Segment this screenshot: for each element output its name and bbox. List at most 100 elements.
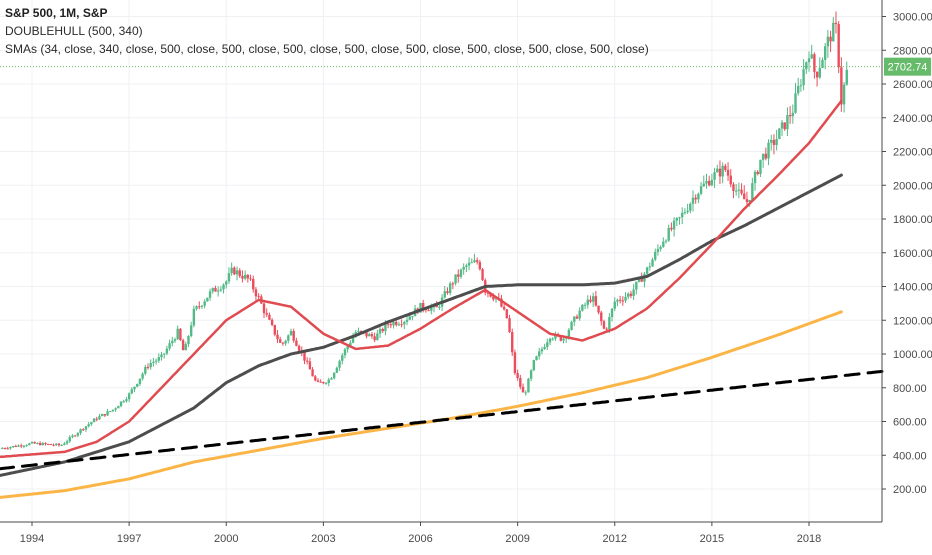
candle-down (834, 22, 838, 25)
candle-down (492, 296, 495, 300)
candle-up (168, 343, 171, 349)
candle-up (610, 308, 614, 318)
candle-down (265, 313, 268, 315)
doublehull-line[interactable] (0, 369, 889, 471)
candle-up (759, 159, 762, 175)
candle-up (791, 112, 795, 117)
candle-up (624, 296, 627, 301)
candle-up (222, 284, 225, 290)
candle-up (9, 447, 12, 449)
candle-up (438, 306, 441, 308)
candle-up (79, 429, 82, 433)
candle-up (448, 283, 452, 294)
candle-down (322, 382, 325, 384)
candle-up (721, 165, 724, 177)
candle-up (284, 340, 287, 344)
candle-down (214, 288, 217, 292)
candle-down (764, 153, 768, 159)
candle-up (200, 305, 204, 307)
candle-down (179, 328, 182, 341)
y-tick-label: 2000.00 (893, 180, 932, 192)
candle-up (797, 85, 800, 94)
candle-up (136, 383, 139, 387)
candle-down (594, 296, 598, 306)
candle-down (20, 445, 23, 447)
candle-up (494, 298, 498, 300)
y-tick-label: 2600.00 (893, 79, 932, 91)
candle-down (421, 302, 425, 310)
symbol-title[interactable]: S&P 500, 1M, S&P (5, 6, 108, 20)
candle-down (400, 324, 403, 326)
y-tick-label: 2200.00 (893, 147, 932, 159)
candle-up (71, 435, 74, 438)
candle-up (467, 262, 471, 266)
candle-down (605, 328, 608, 330)
x-tick-label: 2015 (700, 533, 724, 545)
candle-up (462, 266, 465, 270)
candle-up (130, 389, 134, 394)
candle-up (243, 274, 247, 279)
candle-up (654, 251, 657, 260)
candle-up (810, 54, 813, 59)
candle-up (192, 308, 196, 326)
candle-up (368, 334, 371, 337)
candle-up (842, 84, 846, 105)
candle-up (152, 361, 155, 364)
candle-up (384, 323, 387, 332)
candle-up (106, 411, 109, 416)
candle-down (837, 24, 840, 68)
candle-down (268, 314, 271, 320)
candle-up (532, 360, 536, 371)
candle-up (689, 203, 692, 211)
candle-down (788, 115, 792, 117)
candle-up (28, 443, 31, 446)
candle-down (756, 171, 759, 175)
candle-up (211, 288, 214, 292)
candle-up (543, 346, 546, 350)
candle-down (451, 283, 455, 285)
candle-up (554, 334, 557, 339)
candle-up (11, 445, 15, 448)
candle-up (697, 193, 700, 200)
candle-down (181, 340, 185, 351)
candle-up (87, 424, 90, 427)
candle-up (405, 319, 409, 323)
candle-down (311, 369, 314, 377)
candle-up (76, 432, 80, 436)
candle-up (187, 335, 190, 345)
candle-up (206, 297, 209, 302)
candle-down (241, 275, 244, 279)
candle-up (289, 330, 293, 336)
candle-down (14, 445, 18, 447)
candle-up (664, 240, 668, 242)
candle-down (44, 443, 47, 445)
sma-34-line[interactable] (0, 99, 843, 459)
candle-up (141, 373, 144, 379)
sma-340-line[interactable] (0, 173, 843, 477)
y-tick-label: 1200.00 (893, 315, 932, 327)
candle-up (443, 291, 446, 298)
candle-down (3, 448, 7, 450)
candle-up (529, 370, 533, 379)
candle-up (36, 443, 39, 445)
candle-up (586, 299, 589, 305)
candle-up (832, 22, 835, 42)
candle-up (376, 333, 379, 341)
indicator-smas-label[interactable]: SMAs (34, close, 340, close, 500, close,… (5, 42, 649, 56)
candle-up (25, 445, 28, 447)
indicator-doublehull-label[interactable]: DOUBLEHULL (500, 340) (5, 24, 143, 38)
x-tick-label: 2000 (214, 533, 238, 545)
candle-up (171, 340, 174, 344)
candle-down (46, 444, 50, 446)
x-tick-label: 1994 (20, 533, 44, 545)
last-price-badge[interactable] (884, 57, 931, 76)
candle-down (82, 429, 85, 431)
candle-up (327, 379, 330, 383)
candle-down (295, 340, 298, 346)
candle-up (397, 324, 401, 326)
candle-up (716, 168, 719, 173)
candle-up (324, 382, 328, 384)
candle-up (538, 351, 541, 357)
candle-down (308, 361, 312, 370)
